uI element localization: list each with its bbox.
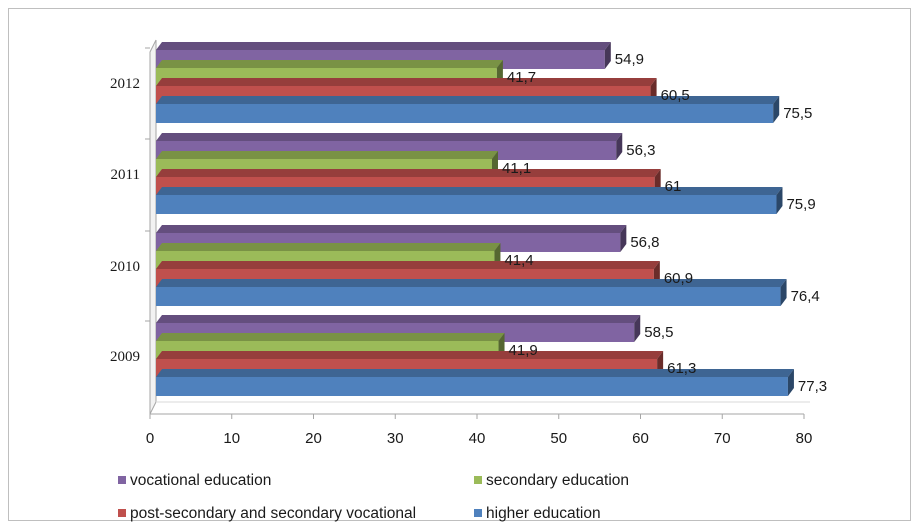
legend-swatch xyxy=(118,509,126,517)
data-label: 58,5 xyxy=(644,324,673,341)
data-label: 61 xyxy=(665,178,682,195)
data-label: 60,9 xyxy=(664,270,693,287)
bar-top-face xyxy=(156,187,783,195)
bar-top-face xyxy=(156,279,787,287)
data-label: 77,3 xyxy=(798,378,827,395)
bar-end-face xyxy=(776,187,783,214)
bar xyxy=(156,369,794,396)
data-label: 41,9 xyxy=(509,342,538,359)
bar-top-face xyxy=(156,225,627,233)
side-wall xyxy=(149,39,157,415)
x-axis-ticks: 0 10 20 30 40 50 60 70 80 xyxy=(146,414,813,447)
bar-front-face xyxy=(156,104,774,123)
x-tick-label: 40 xyxy=(469,430,486,447)
legend-item-secondary: secondary education xyxy=(474,472,629,490)
data-label: 41,4 xyxy=(504,252,533,269)
legend-label: higher education xyxy=(486,505,601,522)
x-tick-label: 20 xyxy=(305,430,322,447)
legend-label: secondary education xyxy=(486,472,630,489)
x-tick-label: 10 xyxy=(223,430,240,447)
bar-end-face xyxy=(634,315,641,342)
bar xyxy=(156,187,783,214)
bar-top-face xyxy=(156,333,505,341)
bar-top-face xyxy=(156,78,657,86)
bar xyxy=(156,279,787,306)
bar-top-face xyxy=(156,133,623,141)
data-label: 56,3 xyxy=(626,142,655,159)
x-tick-label: 0 xyxy=(146,430,154,447)
legend-label: vocational education xyxy=(130,472,272,489)
bar-end-face xyxy=(773,96,780,123)
bar-end-face xyxy=(780,279,787,306)
legend-label: post-secondary and secondary vocational xyxy=(130,505,417,522)
bars xyxy=(156,42,794,396)
y-tick-label: 2011 xyxy=(111,167,140,183)
bar-top-face xyxy=(156,369,794,377)
legend-item-higher: higher education xyxy=(474,505,601,523)
bar-end-face xyxy=(616,133,623,160)
bar-top-face xyxy=(156,351,664,359)
x-tick-label: 30 xyxy=(387,430,404,447)
data-label: 41,1 xyxy=(502,160,531,177)
y-axis-ticks: 2009 2010 2011 2012 xyxy=(110,47,150,365)
bar-top-face xyxy=(156,315,641,323)
bar-end-face xyxy=(604,42,611,69)
data-label: 75,5 xyxy=(783,105,812,122)
bar-top-face xyxy=(156,96,780,104)
legend-swatch xyxy=(118,476,126,484)
bar-end-face xyxy=(620,225,627,252)
legend-swatch xyxy=(474,509,482,517)
x-tick-label: 50 xyxy=(550,430,567,447)
bar-top-face xyxy=(156,60,503,68)
legend-item-post-secondary: post-secondary and secondary vocational xyxy=(118,505,416,523)
legend-item-vocational: vocational education xyxy=(118,472,271,490)
bar-end-face xyxy=(787,369,794,396)
x-tick-label: 60 xyxy=(632,430,649,447)
bar-front-face xyxy=(156,195,777,214)
bar-top-face xyxy=(156,169,661,177)
bar-front-face xyxy=(156,287,781,306)
data-label: 56,8 xyxy=(630,234,659,251)
bar-front-face xyxy=(156,377,788,396)
data-label: 75,9 xyxy=(786,196,815,213)
data-label: 60,5 xyxy=(661,87,690,104)
data-label: 54,9 xyxy=(615,51,644,68)
data-labels: 58,5 41,9 61,3 77,3 56,8 41,4 60,9 76,4 56,3 41,1… xyxy=(502,51,827,395)
data-label: 76,4 xyxy=(791,288,820,305)
data-label: 41,7 xyxy=(507,69,536,86)
x-tick-label: 70 xyxy=(714,430,731,447)
bar-top-face xyxy=(156,261,660,269)
data-label: 61,3 xyxy=(667,360,696,377)
bar xyxy=(156,96,780,123)
y-tick-label: 2010 xyxy=(110,259,140,275)
y-tick-label: 2009 xyxy=(110,349,140,365)
bar-top-face xyxy=(156,243,501,251)
bar-top-face xyxy=(156,42,611,50)
y-tick-label: 2012 xyxy=(110,76,140,92)
x-tick-label: 80 xyxy=(796,430,813,447)
legend-swatch xyxy=(474,476,482,484)
bar-top-face xyxy=(156,151,498,159)
